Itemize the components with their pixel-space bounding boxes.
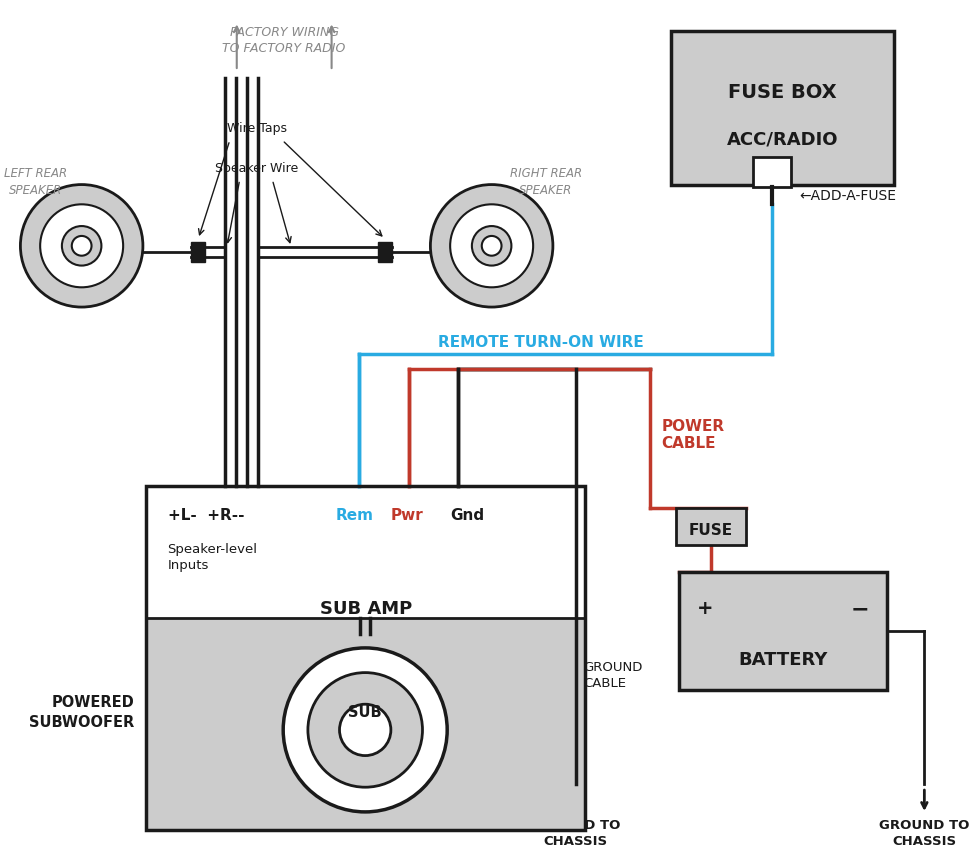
- Bar: [146, 486, 585, 618]
- Text: GROUND TO
CHASSIS: GROUND TO CHASSIS: [878, 819, 968, 848]
- Text: Wire Taps: Wire Taps: [227, 122, 286, 135]
- Text: ←ADD-A-FUSE: ←ADD-A-FUSE: [798, 190, 895, 204]
- Circle shape: [449, 204, 532, 287]
- Bar: [671, 32, 893, 185]
- Bar: [676, 508, 744, 545]
- Circle shape: [62, 226, 102, 265]
- Text: Rem: Rem: [335, 508, 373, 522]
- Text: FUSE: FUSE: [688, 523, 733, 538]
- Text: GROUND
CABLE: GROUND CABLE: [583, 661, 642, 690]
- Text: POWERED
SUBWOOFER: POWERED SUBWOOFER: [28, 695, 134, 729]
- Text: ACC/RADIO: ACC/RADIO: [726, 131, 837, 149]
- Bar: [146, 618, 585, 830]
- Circle shape: [308, 673, 422, 787]
- Text: REMOTE TURN-ON WIRE: REMOTE TURN-ON WIRE: [438, 335, 643, 350]
- Circle shape: [283, 648, 446, 812]
- Text: GROUND TO
CHASSIS: GROUND TO CHASSIS: [530, 819, 620, 848]
- Text: LEFT REAR
SPEAKER: LEFT REAR SPEAKER: [4, 167, 66, 197]
- Text: SUB AMP: SUB AMP: [319, 600, 411, 618]
- Circle shape: [21, 185, 143, 307]
- Text: FACTORY WIRING
TO FACTORY RADIO: FACTORY WIRING TO FACTORY RADIO: [222, 26, 346, 54]
- Text: Speaker Wire: Speaker Wire: [215, 161, 298, 174]
- Bar: [378, 242, 392, 262]
- Text: BATTERY: BATTERY: [738, 651, 827, 669]
- Text: +: +: [697, 600, 713, 618]
- Circle shape: [430, 185, 552, 307]
- Circle shape: [482, 236, 501, 256]
- Bar: [191, 242, 205, 262]
- Bar: [146, 486, 585, 830]
- Text: Gnd: Gnd: [449, 508, 484, 522]
- Text: RIGHT REAR
SPEAKER: RIGHT REAR SPEAKER: [509, 167, 581, 197]
- Text: POWER
CABLE: POWER CABLE: [660, 418, 724, 451]
- Circle shape: [472, 226, 511, 265]
- Text: +L-  +R--: +L- +R--: [167, 508, 244, 522]
- Text: FUSE BOX: FUSE BOX: [728, 82, 836, 102]
- Circle shape: [40, 204, 123, 287]
- Circle shape: [339, 704, 391, 756]
- Text: −: −: [850, 600, 869, 619]
- Bar: [752, 157, 790, 186]
- Text: Pwr: Pwr: [391, 508, 423, 522]
- Text: Speaker-level
Inputs: Speaker-level Inputs: [167, 543, 257, 572]
- Text: SUB: SUB: [348, 704, 382, 720]
- Circle shape: [71, 236, 92, 256]
- Bar: [679, 572, 886, 691]
